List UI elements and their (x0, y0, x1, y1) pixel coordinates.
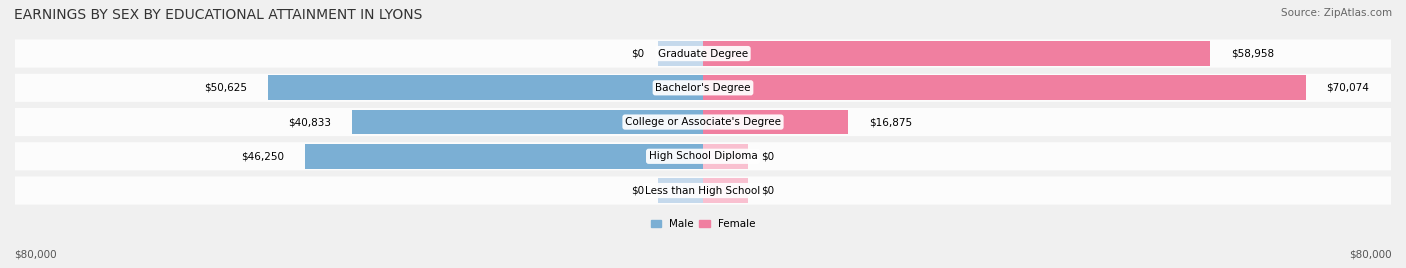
FancyBboxPatch shape (15, 39, 1391, 68)
Text: Bachelor's Degree: Bachelor's Degree (655, 83, 751, 93)
Legend: Male, Female: Male, Female (647, 215, 759, 233)
Text: $58,958: $58,958 (1230, 49, 1274, 59)
Text: High School Diploma: High School Diploma (648, 151, 758, 161)
Text: $46,250: $46,250 (242, 151, 284, 161)
Bar (352, 110, 703, 134)
Text: EARNINGS BY SEX BY EDUCATIONAL ATTAINMENT IN LYONS: EARNINGS BY SEX BY EDUCATIONAL ATTAINMEN… (14, 8, 422, 22)
Bar (658, 178, 703, 203)
Text: Source: ZipAtlas.com: Source: ZipAtlas.com (1281, 8, 1392, 18)
Text: College or Associate's Degree: College or Associate's Degree (626, 117, 780, 127)
Text: $40,833: $40,833 (288, 117, 332, 127)
FancyBboxPatch shape (15, 142, 1391, 170)
Text: Graduate Degree: Graduate Degree (658, 49, 748, 59)
Bar (658, 41, 703, 66)
Text: Less than High School: Less than High School (645, 185, 761, 196)
FancyBboxPatch shape (15, 177, 1391, 204)
Text: $0: $0 (762, 185, 775, 196)
Text: $80,000: $80,000 (1350, 250, 1392, 260)
Bar (703, 110, 848, 134)
Text: $70,074: $70,074 (1326, 83, 1369, 93)
Text: $0: $0 (631, 185, 644, 196)
Bar (305, 144, 703, 169)
Text: $16,875: $16,875 (869, 117, 912, 127)
Bar (703, 41, 1211, 66)
Text: $50,625: $50,625 (204, 83, 247, 93)
Bar (703, 76, 1306, 100)
FancyBboxPatch shape (15, 108, 1391, 136)
Bar (703, 144, 748, 169)
Text: $80,000: $80,000 (14, 250, 56, 260)
Text: $0: $0 (631, 49, 644, 59)
Bar (703, 178, 748, 203)
Bar (267, 76, 703, 100)
FancyBboxPatch shape (15, 74, 1391, 102)
Text: $0: $0 (762, 151, 775, 161)
